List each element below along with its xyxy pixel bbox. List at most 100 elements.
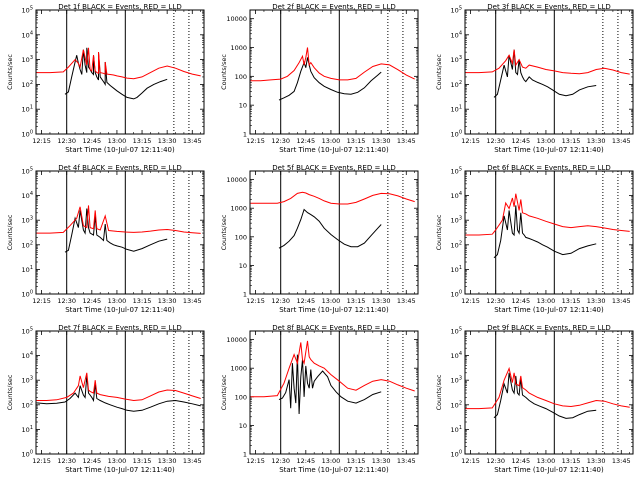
panel-title: Det 3f BLACK = Events, RED = LLD: [487, 3, 610, 11]
y-tick-label: 105: [451, 327, 462, 336]
x-tick-label: 12:30: [57, 457, 76, 465]
y-tick-label: 100: [22, 450, 33, 459]
x-tick-label: 13:00: [322, 137, 341, 145]
y-tick-label: 1: [243, 291, 247, 299]
x-tick-label: 13:30: [587, 137, 606, 145]
x-tick-label: 13:00: [108, 457, 127, 465]
x-tick-label: 12:30: [486, 137, 505, 145]
x-tick-label: 12:45: [82, 457, 101, 465]
events-series-line: [493, 49, 597, 98]
y-tick-label: 1: [243, 131, 247, 139]
x-tick-label: 13:30: [587, 457, 606, 465]
y-tick-label: 102: [451, 80, 462, 89]
x-tick-label: 12:30: [486, 457, 505, 465]
events-series-line: [278, 57, 382, 101]
panel-title: Det 8f BLACK = Events, RED = LLD: [272, 324, 395, 332]
events-series-line: [278, 354, 382, 415]
y-tick-label: 104: [451, 191, 462, 200]
panel-title: Det 1f BLACK = Events, RED = LLD: [58, 3, 181, 11]
y-tick-label: 102: [451, 400, 462, 409]
y-tick-label: 100: [451, 290, 462, 299]
y-tick-label: 102: [22, 400, 33, 409]
y-tick-label: 102: [451, 240, 462, 249]
x-tick-label: 13:30: [372, 297, 391, 305]
x-tick-label: 13:30: [372, 137, 391, 145]
panel-title: Det 6f BLACK = Events, RED = LLD: [487, 164, 610, 172]
y-tick-label: 102: [22, 240, 33, 249]
x-tick-label: 12:15: [246, 137, 265, 145]
panel-5: Det 5f BLACK = Events, RED = LLD Counts/s…: [220, 164, 419, 314]
lld-series-line: [465, 49, 630, 75]
x-tick-label: 12:45: [82, 297, 101, 305]
lld-series-line: [465, 193, 630, 236]
lld-series-line: [250, 340, 415, 398]
x-tick-label: 12:30: [57, 297, 76, 305]
x-axis-label: Start Time (10-Jul-07 12:11:40): [65, 466, 175, 474]
x-tick-label: 12:45: [296, 297, 315, 305]
x-tick-label: 13:30: [158, 137, 177, 145]
plot-frame: [249, 170, 419, 295]
panel-7: Det 7f BLACK = Events, RED = LLD Counts/s…: [6, 324, 205, 474]
y-tick-label: 100: [235, 393, 247, 401]
lld-series-line: [250, 47, 415, 82]
y-tick-label: 101: [22, 105, 33, 114]
lld-series-line: [36, 47, 201, 80]
panel-9: Det 9f BLACK = Events, RED = LLD Counts/s…: [435, 324, 634, 474]
x-tick-label: 13:45: [183, 297, 202, 305]
x-axis-label: Start Time (10-Jul-07 12:11:40): [494, 146, 604, 154]
x-axis-label: Start Time (10-Jul-07 12:11:40): [494, 306, 604, 314]
x-tick-label: 12:30: [271, 297, 290, 305]
x-tick-label: 12:30: [271, 457, 290, 465]
x-axis-label: Start Time (10-Jul-07 12:11:40): [279, 306, 389, 314]
y-tick-label: 10: [239, 102, 247, 110]
plot-frame: [35, 170, 205, 295]
x-tick-label: 13:45: [183, 137, 202, 145]
x-tick-label: 12:15: [246, 457, 265, 465]
y-tick-label: 105: [22, 167, 33, 176]
x-tick-label: 13:45: [612, 297, 631, 305]
panel-title: Det 5f BLACK = Events, RED = LLD: [272, 164, 395, 172]
x-tick-label: 12:45: [511, 297, 530, 305]
x-tick-label: 12:15: [32, 297, 51, 305]
y-tick-label: 105: [451, 6, 462, 15]
y-tick-label: 103: [22, 376, 33, 385]
x-tick-label: 12:15: [461, 137, 480, 145]
y-tick-label: 1: [243, 451, 247, 459]
x-tick-label: 13:15: [133, 457, 152, 465]
x-tick-label: 12:45: [296, 457, 315, 465]
y-axis-label: Counts/sec: [220, 374, 228, 410]
y-tick-label: 105: [451, 167, 462, 176]
x-tick-label: 13:15: [133, 297, 152, 305]
x-tick-label: 13:45: [183, 457, 202, 465]
x-tick-label: 13:30: [158, 457, 177, 465]
panel-title: Det 4f BLACK = Events, RED = LLD: [58, 164, 181, 172]
x-tick-label: 13:30: [587, 297, 606, 305]
y-tick-label: 104: [22, 191, 33, 200]
y-axis-label: Counts/sec: [220, 214, 228, 250]
y-tick-label: 101: [22, 265, 33, 274]
plot-frame: [249, 330, 419, 455]
x-tick-label: 12:30: [57, 137, 76, 145]
events-series-line: [36, 375, 201, 412]
x-tick-label: 13:00: [537, 297, 556, 305]
x-tick-label: 12:45: [511, 137, 530, 145]
panel-6: Det 6f BLACK = Events, RED = LLD Counts/s…: [435, 164, 634, 314]
y-tick-label: 10000: [226, 176, 247, 184]
y-axis-label: Counts/sec: [435, 374, 443, 410]
y-tick-label: 100: [451, 130, 462, 139]
y-tick-label: 10000: [226, 15, 247, 23]
x-tick-label: 12:45: [296, 137, 315, 145]
y-tick-label: 100: [235, 73, 247, 81]
x-tick-label: 13:00: [322, 457, 341, 465]
x-tick-label: 13:00: [108, 137, 127, 145]
y-tick-label: 103: [22, 216, 33, 225]
x-tick-label: 13:45: [612, 457, 631, 465]
x-tick-label: 13:15: [562, 297, 581, 305]
x-tick-label: 13:00: [537, 457, 556, 465]
x-axis-label: Start Time (10-Jul-07 12:11:40): [494, 466, 604, 474]
y-axis-label: Counts/sec: [6, 54, 14, 90]
lld-series-line: [465, 366, 630, 410]
y-tick-label: 101: [451, 265, 462, 274]
y-tick-label: 104: [451, 351, 462, 360]
